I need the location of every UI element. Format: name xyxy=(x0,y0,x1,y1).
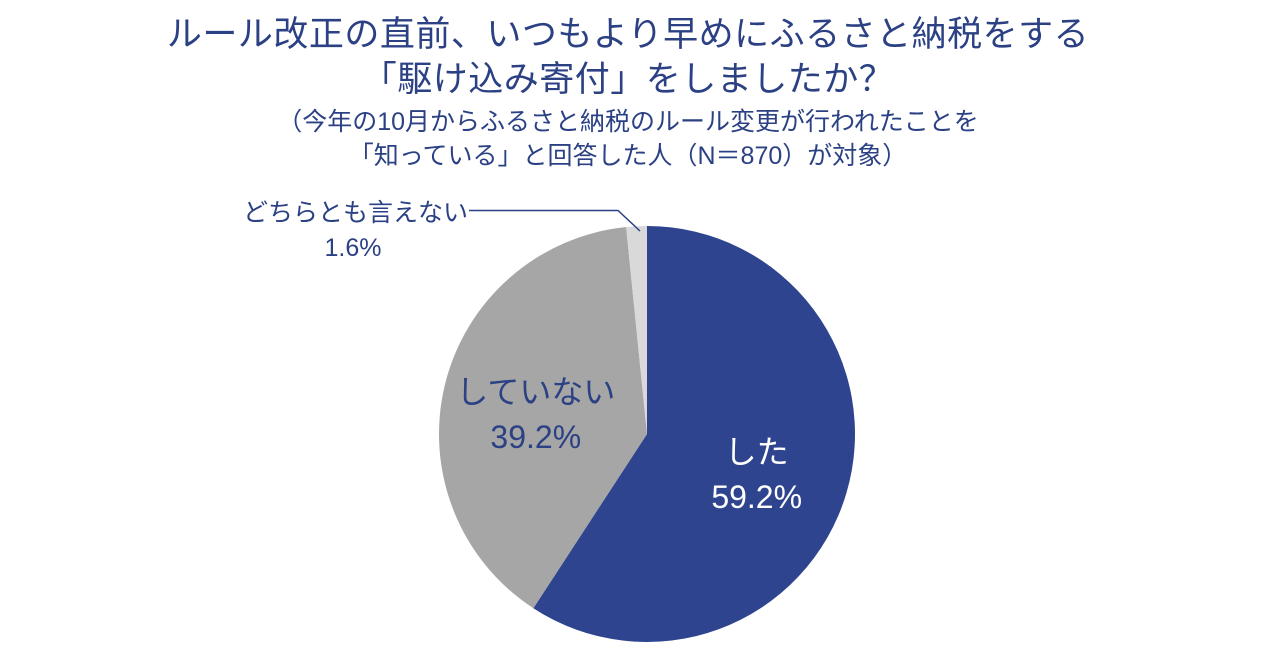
chart-subtitle-line-2: 「知っている」と回答した人（N＝870）が対象） xyxy=(348,142,908,170)
chart-title-line-2: 「駆け込み寄付」をしましたか？ xyxy=(361,60,895,99)
pie-slice-2 xyxy=(626,226,647,434)
chart-header: ルール改正の直前、いつもより早めにふるさと納税をする 「駆け込み寄付」をしました… xyxy=(0,12,1256,173)
chart-subtitle-line-1: （今年の10月からふるさと納税のルール変更が行われたことを xyxy=(277,108,979,136)
chart-title-line-1: ルール改正の直前、いつもより早めにふるさと納税をする xyxy=(166,15,1090,54)
pie-slice-1 xyxy=(438,227,647,609)
chart-subtitle: （今年の10月からふるさと納税のルール変更が行われたことを 「知っている」と回答… xyxy=(0,105,1256,173)
leader-line xyxy=(469,209,641,232)
pie-slices xyxy=(438,226,855,642)
pie-slice-0 xyxy=(533,226,855,642)
